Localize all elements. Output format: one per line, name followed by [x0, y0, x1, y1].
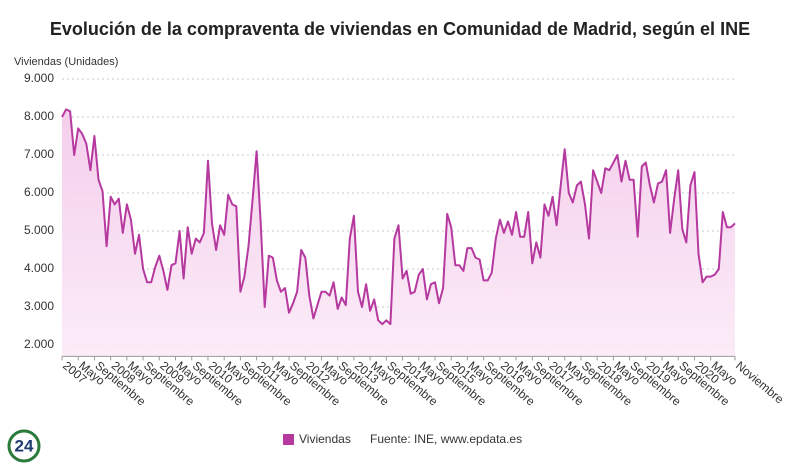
- logo-ring: [7, 429, 41, 463]
- y-tick-label: 3.000: [24, 299, 54, 313]
- y-tick-label: 6.000: [24, 185, 54, 199]
- logo-text: 24: [15, 436, 34, 455]
- y-tick-label: 8.000: [24, 109, 54, 123]
- y-axis-label: Viviendas (Unidades): [14, 56, 118, 68]
- y-tick-label: 4.000: [24, 261, 54, 275]
- y-tick-label: 5.000: [24, 223, 54, 237]
- line: [61, 108, 736, 326]
- chart-title: Evolución de la compraventa de viviendas…: [50, 19, 750, 39]
- y-tick-label: 7.000: [24, 147, 54, 161]
- y-tick-label: 9.000: [24, 71, 54, 85]
- legend-swatch: [283, 434, 294, 445]
- x-tick-label: Noviembre: [733, 358, 787, 406]
- source: Fuente: INE, www.epdata.es: [370, 432, 522, 446]
- y-tick-label: 2.000: [24, 337, 54, 351]
- legend-label: Viviendas: [299, 432, 351, 446]
- logo: 24: [7, 429, 41, 463]
